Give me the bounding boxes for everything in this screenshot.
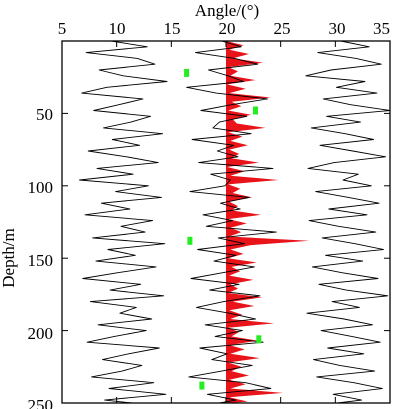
x-axis-title: Angle/(°) bbox=[195, 1, 259, 20]
marker-point bbox=[256, 335, 262, 344]
axis-ticks bbox=[61, 41, 391, 404]
y-tick-label: 100 bbox=[28, 178, 54, 197]
fill-band bbox=[226, 41, 310, 403]
x-tick-label: 10 bbox=[109, 19, 126, 38]
y-tick-label: 200 bbox=[28, 324, 54, 343]
x-tick-labels: 5 10 15 20 25 30 35 bbox=[58, 19, 390, 38]
y-tick-label: 150 bbox=[28, 251, 54, 270]
y-tick-labels: 50 100 150 200 250 bbox=[28, 105, 54, 409]
left-trace bbox=[79, 40, 168, 404]
x-tick-label: 35 bbox=[373, 19, 390, 38]
x-tick-label: 5 bbox=[58, 19, 67, 38]
plot-area bbox=[79, 40, 391, 404]
marker-point bbox=[187, 236, 193, 245]
x-tick-label: 25 bbox=[274, 19, 291, 38]
marker-point bbox=[184, 68, 190, 77]
x-tick-label: 15 bbox=[164, 19, 181, 38]
middle-trace bbox=[186, 40, 277, 404]
x-tick-label: 20 bbox=[219, 19, 236, 38]
marker-point bbox=[253, 106, 258, 115]
x-tick-label: 30 bbox=[329, 19, 346, 38]
y-tick-label: 250 bbox=[28, 396, 54, 409]
right-trace bbox=[305, 40, 391, 404]
y-axis-title: Depth/m bbox=[0, 228, 18, 288]
marker-point bbox=[199, 381, 205, 390]
y-tick-label: 50 bbox=[36, 105, 53, 124]
